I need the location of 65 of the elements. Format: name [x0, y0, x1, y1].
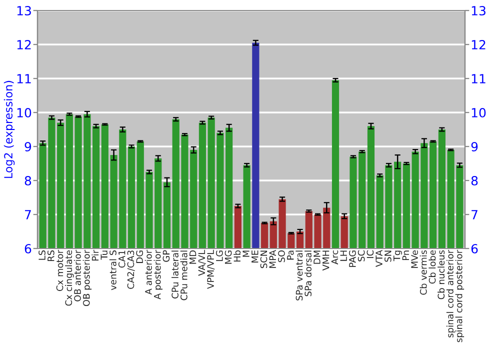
- y2-tick-label: 13: [472, 6, 486, 16]
- x-tick-label: Pir: [92, 250, 99, 260]
- x-tick-label: Cx cingulate: [65, 250, 74, 306]
- x-tick-label: SN: [384, 250, 392, 262]
- x-tick-label: MPA: [269, 250, 276, 268]
- x-tick-label: CPu medial: [180, 250, 188, 300]
- x-tick-label: spinal cord anterior: [446, 250, 456, 338]
- x-tick-label: VPM/VPL: [207, 250, 215, 289]
- y-tick-label: 10: [17, 108, 32, 118]
- x-tick-label: ME: [252, 250, 258, 262]
- x-tick-label: ventral S: [109, 250, 116, 290]
- y2-tick-label: 7: [472, 210, 478, 220]
- x-tick-label: CA1: [118, 250, 126, 268]
- x-tick-label: LG: [216, 250, 223, 262]
- x-tick-label: VA/VL: [198, 250, 206, 276]
- y2-tick-label: 6: [471, 244, 478, 254]
- x-tick-label: LS: [38, 250, 46, 260]
- x-tick-label: A anterior: [144, 250, 152, 295]
- y-tick-label: 12: [17, 40, 31, 50]
- y2-tick-label: 8: [471, 176, 478, 186]
- x-tick-label: VTA: [376, 250, 382, 267]
- x-tick-label: Cx motor: [56, 250, 64, 291]
- x-tick-label: MG: [224, 250, 232, 264]
- x-tick-label: IC: [366, 250, 374, 258]
- x-tick-label: OB anterior: [74, 250, 81, 302]
- x-tick-label: DG: [136, 250, 144, 263]
- x-tick-label: SC: [358, 250, 365, 262]
- x-tick-label: MVe: [411, 250, 418, 268]
- y2-tick-label: 10: [472, 108, 486, 118]
- x-tick-label: CPu lateral: [171, 250, 178, 298]
- y2-tick-label: 11: [472, 74, 486, 84]
- x-tick-label: GP: [162, 250, 170, 262]
- y-axis-title: Log2 (expression): [4, 80, 15, 178]
- y-tick-label: 9: [24, 142, 32, 152]
- x-tick-label: PAG: [349, 250, 356, 267]
- x-tick-label: Tu: [100, 250, 108, 260]
- x-tick-label: OB posterior: [82, 250, 92, 306]
- x-tick-label: M: [242, 250, 250, 257]
- y2-tick-label: 9: [471, 142, 478, 152]
- x-tick-label: VMH: [322, 250, 330, 271]
- x-tick-label: SPa dorsal: [304, 250, 312, 296]
- x-tick-label: Pa: [287, 250, 294, 260]
- x-tick-label: SCN: [260, 250, 268, 268]
- x-tick-label: MD: [190, 250, 196, 264]
- x-tick-label: Cb nucleus: [438, 250, 445, 300]
- x-tick-label: Cb lobe: [428, 250, 436, 284]
- x-tick-label: Arc: [331, 250, 338, 264]
- x-tick-label: Tg: [394, 250, 402, 262]
- x-tick-label: RS: [47, 250, 54, 262]
- x-tick-label: Hb: [234, 250, 241, 262]
- y2-tick-label: 12: [472, 40, 486, 50]
- x-tick-label: CA2/CA3: [127, 250, 135, 289]
- x-tick-label: A posterior: [154, 250, 162, 300]
- y-tick-label: 13: [17, 6, 31, 16]
- y-tick-label: 6: [24, 244, 32, 254]
- x-tick-label: spinal cord posterior: [455, 250, 464, 342]
- y-tick-label: 11: [17, 74, 31, 84]
- x-tick-label: DM: [314, 250, 320, 264]
- x-tick-label: SPa ventral: [296, 250, 303, 300]
- x-tick-label: Cb vermis: [420, 250, 427, 295]
- y-tick-label: 8: [24, 176, 32, 186]
- x-tick-label: Pn: [402, 250, 409, 260]
- x-tick-label: SO: [278, 250, 285, 262]
- y-tick-label: 7: [25, 210, 31, 220]
- x-tick-label: LH: [340, 250, 347, 261]
